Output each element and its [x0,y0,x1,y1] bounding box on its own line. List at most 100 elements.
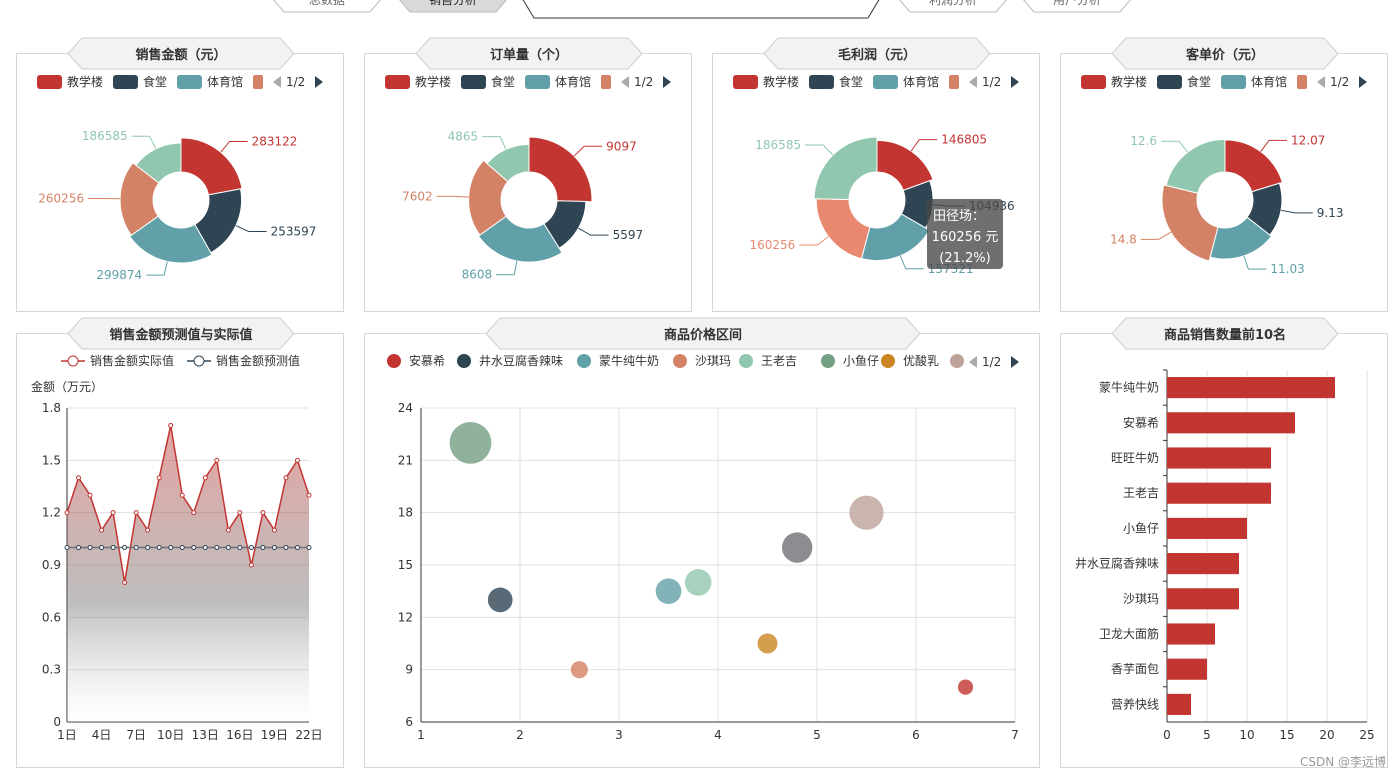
point-predicted[interactable] [283,545,289,551]
point-actual[interactable] [191,510,197,516]
point-actual[interactable] [64,510,70,516]
nav-tab-4[interactable] [1022,0,1132,13]
legend-marker[interactable] [821,354,835,368]
legend-label[interactable]: 销售金额预测值 [216,353,300,368]
point-actual[interactable] [179,492,185,498]
legend-swatch[interactable] [949,75,959,89]
donut-slice[interactable] [119,162,160,236]
point-predicted[interactable] [87,545,93,551]
bar[interactable] [1167,412,1295,434]
point-predicted[interactable] [179,545,185,551]
point-actual[interactable] [271,527,277,533]
point-predicted[interactable] [156,545,162,551]
legend-label[interactable]: 食堂 [1187,74,1211,89]
legend-label[interactable]: 食堂 [143,74,167,89]
bubble-point[interactable] [655,578,682,604]
legend-marker-predicted[interactable] [193,355,205,367]
legend-swatch[interactable] [1297,75,1307,89]
point-actual[interactable] [248,562,254,568]
legend-label[interactable]: 教学楼 [763,74,799,89]
point-predicted[interactable] [76,545,82,551]
point-actual[interactable] [156,475,162,481]
legend-swatch[interactable] [253,75,263,89]
legend-label[interactable]: 教学楼 [1111,74,1147,89]
legend-next-icon[interactable] [1011,356,1019,368]
legend-swatch[interactable] [733,75,758,89]
point-predicted[interactable] [248,545,254,551]
point-predicted[interactable] [294,545,300,551]
legend-label[interactable]: 食堂 [839,74,863,89]
legend-swatch[interactable] [37,75,62,89]
donut-slice[interactable] [477,215,563,263]
donut-slice[interactable] [180,137,243,196]
point-actual[interactable] [76,475,82,481]
legend-label[interactable]: 蒙牛纯牛奶 [599,353,659,368]
bubble-point[interactable] [782,532,813,563]
bubble-point[interactable] [684,569,712,596]
legend-label[interactable]: 沙琪玛 [695,354,731,368]
bar[interactable] [1167,588,1239,610]
legend-marker[interactable] [577,354,591,368]
legend-marker[interactable] [457,354,471,368]
donut-slice[interactable] [1224,139,1284,193]
point-predicted[interactable] [133,545,139,551]
nav-tab-label[interactable]: 用户分析 [1053,0,1101,7]
legend-label[interactable]: 教学楼 [67,74,103,89]
legend-swatch[interactable] [601,75,611,89]
nav-tab-1[interactable] [398,0,508,13]
bubble-point[interactable] [487,587,513,613]
bar[interactable] [1167,623,1215,645]
nav-tab-3[interactable] [898,0,1008,13]
legend-label[interactable]: 教学楼 [415,74,451,89]
point-predicted[interactable] [99,545,105,551]
legend-label[interactable]: 优酸乳 [903,353,939,368]
bar[interactable] [1167,553,1239,575]
donut-slice[interactable] [135,142,182,184]
legend-next-icon[interactable] [1359,76,1367,88]
donut-slice[interactable] [528,136,593,203]
legend-marker[interactable] [881,354,895,368]
legend-swatch[interactable] [113,75,138,89]
legend-swatch[interactable] [873,75,898,89]
legend-marker[interactable] [739,354,753,368]
point-actual[interactable] [202,475,208,481]
point-predicted[interactable] [260,545,266,551]
point-actual[interactable] [214,457,220,463]
legend-label[interactable]: 体育馆 [1251,74,1287,89]
donut-slice[interactable] [1161,184,1219,262]
donut-slice[interactable] [128,215,213,264]
point-predicted[interactable] [110,545,116,551]
legend-next-icon[interactable] [315,76,323,88]
point-actual[interactable] [122,579,128,585]
nav-tab-2[interactable] [522,0,880,19]
legend-label[interactable]: 食堂 [491,74,515,89]
donut-slice[interactable] [813,136,878,200]
bubble-point[interactable] [570,661,588,679]
legend-prev-icon[interactable] [969,356,977,368]
bubble-point[interactable] [757,633,778,654]
point-actual[interactable] [306,492,312,498]
legend-next-icon[interactable] [1011,76,1019,88]
legend-label[interactable]: 体育馆 [555,74,591,89]
bar[interactable] [1167,447,1271,469]
series-line-actual[interactable] [66,425,310,583]
legend-swatch[interactable] [461,75,486,89]
bubble-point[interactable] [957,679,974,695]
legend-label[interactable]: 井水豆腐香辣味 [479,353,563,368]
legend-marker[interactable] [950,354,964,368]
legend-label[interactable]: 体育馆 [207,74,243,89]
donut-slice[interactable] [468,159,509,236]
point-predicted[interactable] [225,545,231,551]
legend-label[interactable]: 体育馆 [903,74,939,89]
point-predicted[interactable] [237,545,243,551]
point-actual[interactable] [237,510,243,516]
legend-prev-icon[interactable] [969,76,977,88]
legend-prev-icon[interactable] [1317,76,1325,88]
legend-label[interactable]: 安慕希 [409,353,445,368]
bar[interactable] [1167,377,1335,399]
point-predicted[interactable] [122,545,128,551]
legend-marker[interactable] [673,354,687,368]
legend-label[interactable]: 小鱼仔 [843,354,879,368]
bar[interactable] [1167,482,1271,504]
nav-tab-label[interactable]: 利润分析 [929,0,977,7]
